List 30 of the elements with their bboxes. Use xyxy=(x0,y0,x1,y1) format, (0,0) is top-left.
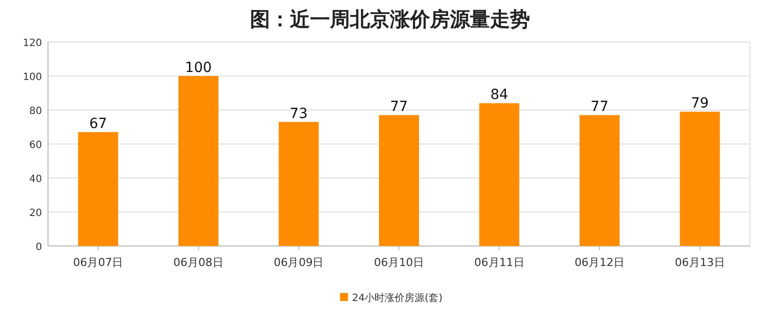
y-tick-label: 120 xyxy=(22,38,42,49)
bar xyxy=(78,132,118,246)
data-label: 77 xyxy=(590,99,608,116)
bar xyxy=(479,103,520,246)
x-tick-label: 06月11日 xyxy=(474,256,524,269)
x-tick-label: 06月10日 xyxy=(374,256,424,269)
bar xyxy=(278,122,319,246)
data-label: 73 xyxy=(290,106,308,122)
y-tick-label: 0 xyxy=(36,242,42,253)
y-tick-label: 100 xyxy=(22,72,42,83)
data-label: 67 xyxy=(89,116,108,132)
data-label: 77 xyxy=(390,99,408,116)
data-label: 100 xyxy=(185,60,212,76)
x-tick-label: 06月09日 xyxy=(274,256,324,269)
y-tick-label: 20 xyxy=(29,208,42,219)
data-label: 84 xyxy=(490,87,508,104)
x-tick-label: 06月12日 xyxy=(574,256,625,269)
x-tick-label: 06月13日 xyxy=(674,256,725,269)
data-label: 79 xyxy=(690,96,709,112)
y-tick-label: 60 xyxy=(29,140,42,151)
bar xyxy=(178,76,218,246)
y-tick-label: 80 xyxy=(29,106,42,117)
x-tick-label: 06月08日 xyxy=(173,256,224,269)
bar xyxy=(680,112,720,246)
bar xyxy=(580,115,620,246)
chart-title: 图：近一周北京涨价房源量走势 xyxy=(250,7,530,31)
bar xyxy=(379,115,419,246)
x-tick-label: 06月07日 xyxy=(73,256,124,269)
legend-label: 24小时涨价房源(套) xyxy=(352,292,443,304)
y-tick-label: 40 xyxy=(29,174,42,185)
